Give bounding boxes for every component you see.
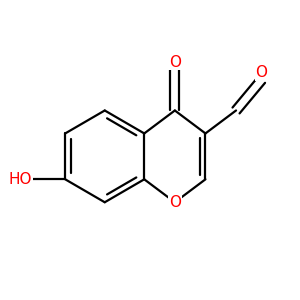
Text: O: O — [169, 55, 181, 70]
Text: HO: HO — [9, 172, 32, 187]
Text: O: O — [169, 195, 181, 210]
Text: O: O — [256, 65, 268, 80]
